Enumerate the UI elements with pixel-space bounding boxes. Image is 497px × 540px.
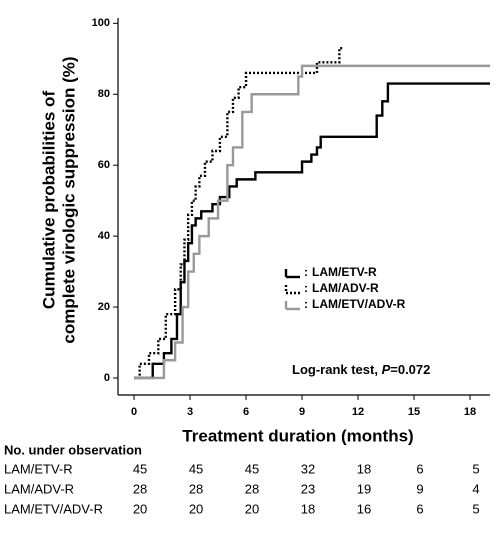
- risk-count: 45: [133, 461, 147, 476]
- risk-count: 32: [301, 461, 315, 476]
- legend-label: LAM/ETV-R: [312, 265, 377, 279]
- risk-count: 23: [301, 481, 315, 496]
- annotation-text: P: [382, 362, 391, 377]
- legend-prefix: :: [304, 265, 308, 279]
- risk-count: 9: [416, 481, 423, 496]
- x-axis-title: Treatment duration (months): [182, 426, 413, 445]
- km-curve: [134, 46, 344, 380]
- risk-count: 16: [357, 501, 371, 516]
- x-tick-label: 0: [131, 406, 137, 418]
- risk-count: 45: [245, 461, 259, 476]
- x-tick-label: 18: [464, 406, 476, 418]
- x-tick-label: 12: [352, 406, 364, 418]
- y-tick-label: 60: [98, 159, 110, 171]
- risk-count: 5: [472, 501, 479, 516]
- y-tick-label: 0: [104, 372, 110, 384]
- legend-prefix: :: [304, 297, 308, 311]
- x-tick-label: 9: [299, 406, 305, 418]
- annotation-text: =0.072: [390, 362, 430, 377]
- risk-row-label: LAM/ETV/ADV-R: [4, 501, 103, 516]
- y-tick-label: 80: [98, 88, 110, 100]
- risk-count: 20: [245, 501, 259, 516]
- risk-count: 6: [416, 461, 423, 476]
- risk-count: 28: [189, 481, 203, 496]
- risk-count: 28: [245, 481, 259, 496]
- km-curve: [134, 82, 490, 380]
- x-tick-label: 15: [408, 406, 420, 418]
- y-tick-label: 40: [98, 230, 110, 242]
- y-axis-title-line: Cumulative probabilities of: [39, 91, 58, 310]
- annotation-text: Log-rank test,: [292, 362, 382, 377]
- legend-label: LAM/ADV-R: [312, 281, 379, 295]
- y-tick-label: 100: [92, 17, 110, 29]
- annotation: Log-rank test, P=0.072: [292, 362, 430, 377]
- risk-count: 5: [472, 461, 479, 476]
- legend-prefix: :: [304, 281, 308, 295]
- y-axis-title: Cumulative probabilities of complete vir…: [39, 56, 78, 343]
- risk-row-label: LAM/ADV-R: [4, 481, 74, 496]
- risk-count: 45: [189, 461, 203, 476]
- risk-count: 28: [133, 481, 147, 496]
- risk-count: 19: [357, 481, 371, 496]
- km-curve: [134, 64, 490, 380]
- x-tick-label: 3: [187, 406, 193, 418]
- risk-count: 18: [301, 501, 315, 516]
- risk-count: 6: [416, 501, 423, 516]
- risk-count: 20: [133, 501, 147, 516]
- risk-count: 4: [472, 481, 479, 496]
- risk-count: 18: [357, 461, 371, 476]
- risk-row-label: LAM/ETV-R: [4, 461, 73, 476]
- legend-label: LAM/ETV/ADV-R: [312, 297, 406, 311]
- y-axis-title-line: complete virologic suppression (%): [59, 56, 78, 343]
- x-tick-label: 6: [243, 406, 249, 418]
- risk-count: 20: [189, 501, 203, 516]
- y-tick-label: 20: [98, 301, 110, 313]
- risk-table-title: No. under observation: [4, 442, 142, 457]
